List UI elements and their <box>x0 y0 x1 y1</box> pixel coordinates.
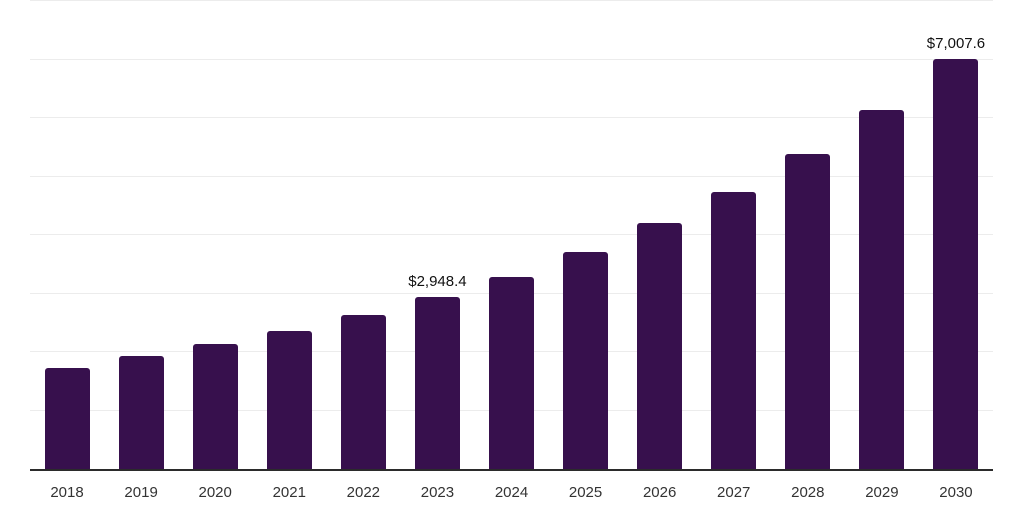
bar-2027[interactable] <box>711 192 757 469</box>
x-tick-label-2018: 2018 <box>50 484 84 501</box>
bar-2024[interactable] <box>489 276 534 469</box>
bar-2021[interactable] <box>266 330 312 469</box>
bar-2030[interactable] <box>933 59 979 469</box>
gridline-6000 <box>30 117 993 118</box>
x-tick-label-2025: 2025 <box>568 484 603 501</box>
bar-2022[interactable] <box>340 314 386 469</box>
bar-2025[interactable] <box>563 251 609 469</box>
plot-area: $2,948.4 $7,007.6 <box>30 0 993 471</box>
gridline-8000 <box>30 0 993 1</box>
data-label-2030: $7,007.6 <box>926 35 986 53</box>
gridline-5000 <box>30 175 993 177</box>
x-tick-label-2019: 2019 <box>124 484 158 501</box>
x-tick-label-2021: 2021 <box>272 484 306 501</box>
x-tick-label-2027: 2027 <box>717 484 751 501</box>
bar-2019[interactable] <box>118 355 164 469</box>
x-tick-label-2022: 2022 <box>346 484 381 501</box>
x-tick-label-2030: 2030 <box>939 484 973 501</box>
x-axis-labels: 2018 2019 2020 2021 2022 2023 2024 2025 2026 2027… <box>30 484 993 504</box>
x-tick-label-2024: 2024 <box>494 484 529 501</box>
x-tick-label-2026: 2026 <box>642 484 677 501</box>
gridline-7000 <box>30 58 993 60</box>
bar-2023[interactable] <box>414 296 460 469</box>
bar-2018[interactable] <box>44 367 90 469</box>
bar-2020[interactable] <box>192 343 238 469</box>
x-tick-label-2020: 2020 <box>198 484 232 501</box>
data-label-2023: $2,948.4 <box>408 272 467 290</box>
gridline-4000 <box>30 234 993 235</box>
bar-2026[interactable] <box>637 223 683 469</box>
bar-2028[interactable] <box>785 154 831 469</box>
bar-2029[interactable] <box>859 109 905 469</box>
x-tick-label-2023: 2023 <box>420 484 455 501</box>
x-tick-label-2029: 2029 <box>865 484 899 501</box>
x-tick-label-2028: 2028 <box>791 484 825 501</box>
